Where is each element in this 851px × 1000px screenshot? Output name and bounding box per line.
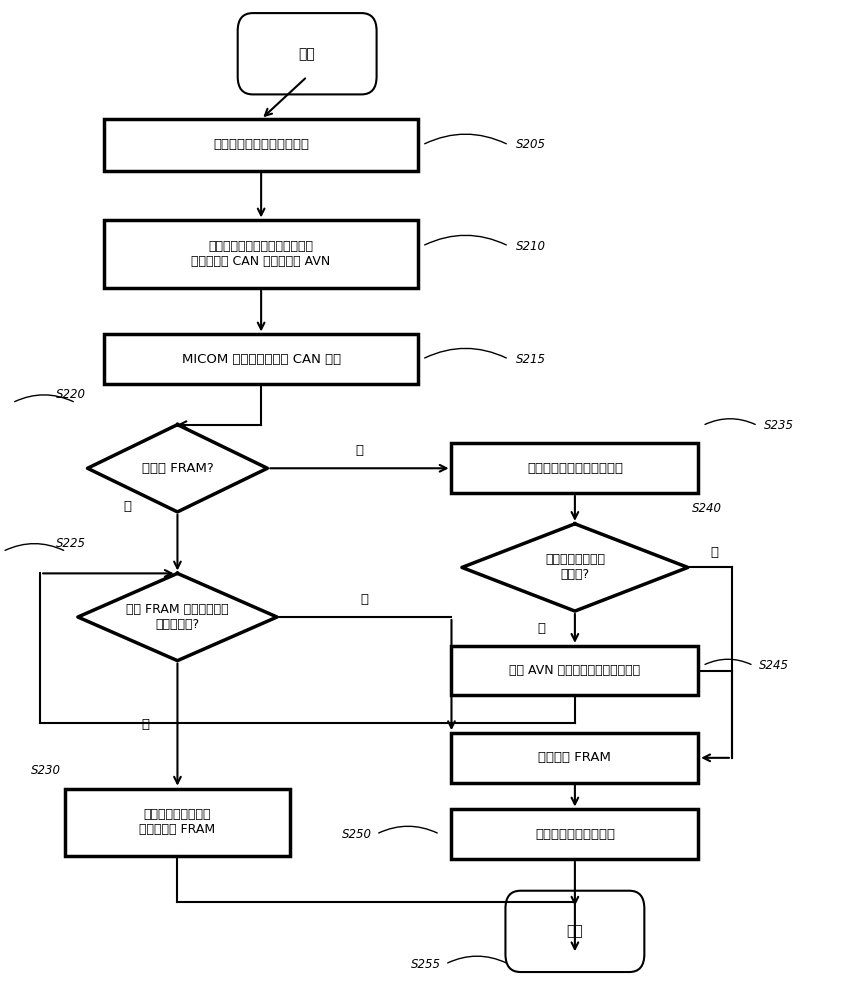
FancyBboxPatch shape	[66, 789, 289, 856]
Text: 比较卡片有效期与当期日期: 比较卡片有效期与当期日期	[527, 462, 623, 475]
Text: 将卡片名称及有效期
一并存储到 FRAM: 将卡片名称及有效期 一并存储到 FRAM	[140, 808, 215, 836]
Text: S205: S205	[516, 138, 545, 151]
Text: S240: S240	[692, 502, 722, 515]
Text: 是: 是	[356, 444, 363, 457]
Text: 向速通卡终端机装上速通卡: 向速通卡终端机装上速通卡	[213, 138, 309, 151]
Text: 是: 是	[141, 718, 150, 731]
FancyBboxPatch shape	[452, 733, 699, 783]
FancyBboxPatch shape	[505, 891, 644, 972]
Text: S215: S215	[516, 353, 545, 366]
Polygon shape	[78, 573, 277, 661]
FancyBboxPatch shape	[452, 443, 699, 493]
Text: 存储到 FRAM?: 存储到 FRAM?	[141, 462, 214, 475]
Polygon shape	[462, 524, 688, 611]
Text: 不进行提示并结束逻辑: 不进行提示并结束逻辑	[535, 828, 615, 841]
Text: S230: S230	[31, 764, 61, 777]
Text: S255: S255	[411, 958, 441, 971]
Text: MICOM 通过解析来分析 CAN 信息: MICOM 通过解析来分析 CAN 信息	[181, 353, 340, 366]
FancyBboxPatch shape	[104, 220, 418, 288]
Text: 否: 否	[711, 546, 718, 559]
Text: 否: 否	[123, 500, 131, 513]
Text: 结束: 结束	[567, 924, 583, 938]
Polygon shape	[88, 425, 267, 512]
Text: S235: S235	[763, 419, 794, 432]
Text: S250: S250	[342, 828, 372, 841]
Text: 是: 是	[538, 622, 545, 635]
Text: 处于用户指定的提
示期内?: 处于用户指定的提 示期内?	[545, 553, 605, 581]
FancyBboxPatch shape	[104, 119, 418, 171]
FancyBboxPatch shape	[452, 809, 699, 859]
Text: S210: S210	[516, 240, 545, 253]
Text: 开始: 开始	[299, 47, 316, 61]
Text: S220: S220	[56, 388, 86, 401]
FancyBboxPatch shape	[237, 13, 377, 94]
Text: 将通过速通卡读卡器读取的卡片
有效期通过 CAN 通信发送到 AVN: 将通过速通卡读卡器读取的卡片 有效期通过 CAN 通信发送到 AVN	[191, 240, 331, 268]
FancyBboxPatch shape	[104, 334, 418, 384]
Text: 与从 FRAM 读取的卡片有
效信息一致?: 与从 FRAM 读取的卡片有 效信息一致?	[126, 603, 229, 631]
Text: 否: 否	[360, 593, 368, 606]
Text: 通过 AVN 显示卡片更新提示弹出框: 通过 AVN 显示卡片更新提示弹出框	[510, 664, 641, 677]
Text: 不存储到 FRAM: 不存储到 FRAM	[539, 751, 611, 764]
Text: S225: S225	[56, 537, 86, 550]
FancyBboxPatch shape	[452, 646, 699, 695]
Text: S245: S245	[759, 659, 790, 672]
